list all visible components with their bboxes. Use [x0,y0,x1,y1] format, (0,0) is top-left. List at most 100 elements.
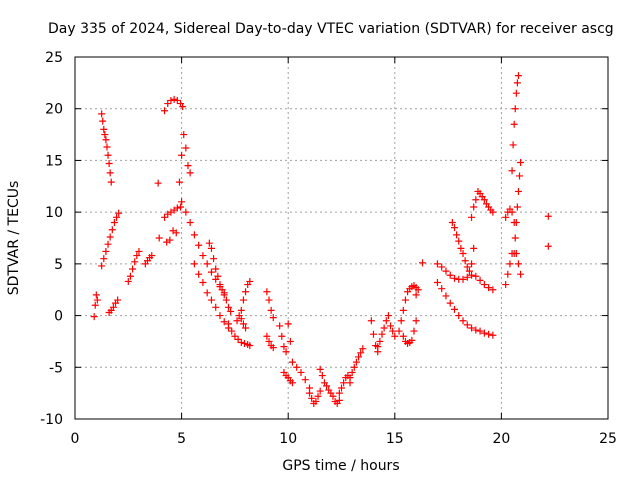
data-point [102,247,110,255]
series-arc-2.5h [124,247,143,285]
data-point [179,103,187,111]
data-point [155,234,163,242]
data-point [455,312,463,320]
data-point [465,267,473,275]
series-arc-14.5h [374,312,399,351]
data-point [218,286,226,294]
data-point [355,353,363,361]
series-arc-15.4h [395,282,422,335]
data-point [233,317,241,325]
data-point [419,259,427,267]
y-tick-label: 15 [45,153,63,169]
data-point [450,224,458,232]
data-point [316,387,324,395]
data-point [352,358,360,366]
grid-lines [74,56,609,420]
data-point [459,250,467,258]
data-point [110,218,118,226]
data-point [472,196,480,204]
data-point [508,208,516,216]
data-point [468,271,476,279]
data-point [173,96,181,104]
data-point [108,226,116,234]
series-arc-11.2h [306,387,324,407]
data-point [133,252,141,260]
data-point [178,151,186,159]
data-point [433,260,441,268]
data-point [468,260,476,268]
x-tick-label: 10 [279,431,297,447]
data-point [489,331,497,339]
y-tick-label: -5 [49,360,63,376]
series-arc-20.3h-low [502,250,516,289]
data-point [263,332,271,340]
data-point [480,329,488,337]
data-point [470,203,478,211]
data-point [203,289,211,297]
data-point [329,392,337,400]
data-point [216,281,224,289]
data-point [288,379,296,387]
data-point [340,379,348,387]
series-arc-9.8h [276,320,294,356]
data-point [246,277,254,285]
y-tick-label: 0 [54,309,63,325]
series-arc-8h-low [233,312,250,332]
data-point [293,363,301,371]
data-point [102,136,110,144]
data-point [269,314,277,322]
data-point [442,292,450,300]
data-point [126,272,134,280]
data-point [265,296,273,304]
data-point [308,394,316,402]
data-point [442,267,450,275]
data-point [203,260,211,268]
data-point [316,365,324,373]
x-axis-label: GPS time / hours [282,458,399,474]
data-point [312,397,320,405]
data-point [378,330,386,338]
data-point [408,336,416,344]
data-point [450,274,458,282]
series-arc-20.8h-col [510,158,525,258]
data-point [511,105,519,113]
data-point [380,324,388,332]
series-arc-1.3h-rise [98,209,123,270]
data-point [93,296,101,304]
data-point [544,212,552,220]
series-arc-7.2h [220,291,235,315]
series-arc-14.2h [367,317,382,356]
data-point [182,208,190,216]
data-point [346,374,354,382]
data-point [231,332,239,340]
data-point [124,277,132,285]
data-point [485,284,493,292]
data-point [357,349,365,357]
data-point [178,198,186,206]
data-point [412,291,420,299]
data-point [239,296,247,304]
data-point [485,330,493,338]
data-point [476,327,484,335]
series-arc-4.6h-pair [163,227,180,246]
data-point [384,312,392,320]
data-point [514,72,522,80]
data-point [323,382,331,390]
data-point [468,213,476,221]
data-point [242,324,250,332]
data-point [166,236,174,244]
y-tick-label: 20 [45,102,63,118]
data-point [161,107,169,115]
data-point [280,343,288,351]
data-point [516,172,524,180]
data-point [164,100,172,108]
data-point [382,317,390,325]
data-points [90,72,552,407]
x-tick-label: 15 [386,431,404,447]
data-point [502,281,510,289]
data-point [92,291,100,299]
series-arc-early-pulse [90,291,101,321]
data-point [517,158,525,166]
data-point [463,273,471,281]
data-point [314,392,322,400]
